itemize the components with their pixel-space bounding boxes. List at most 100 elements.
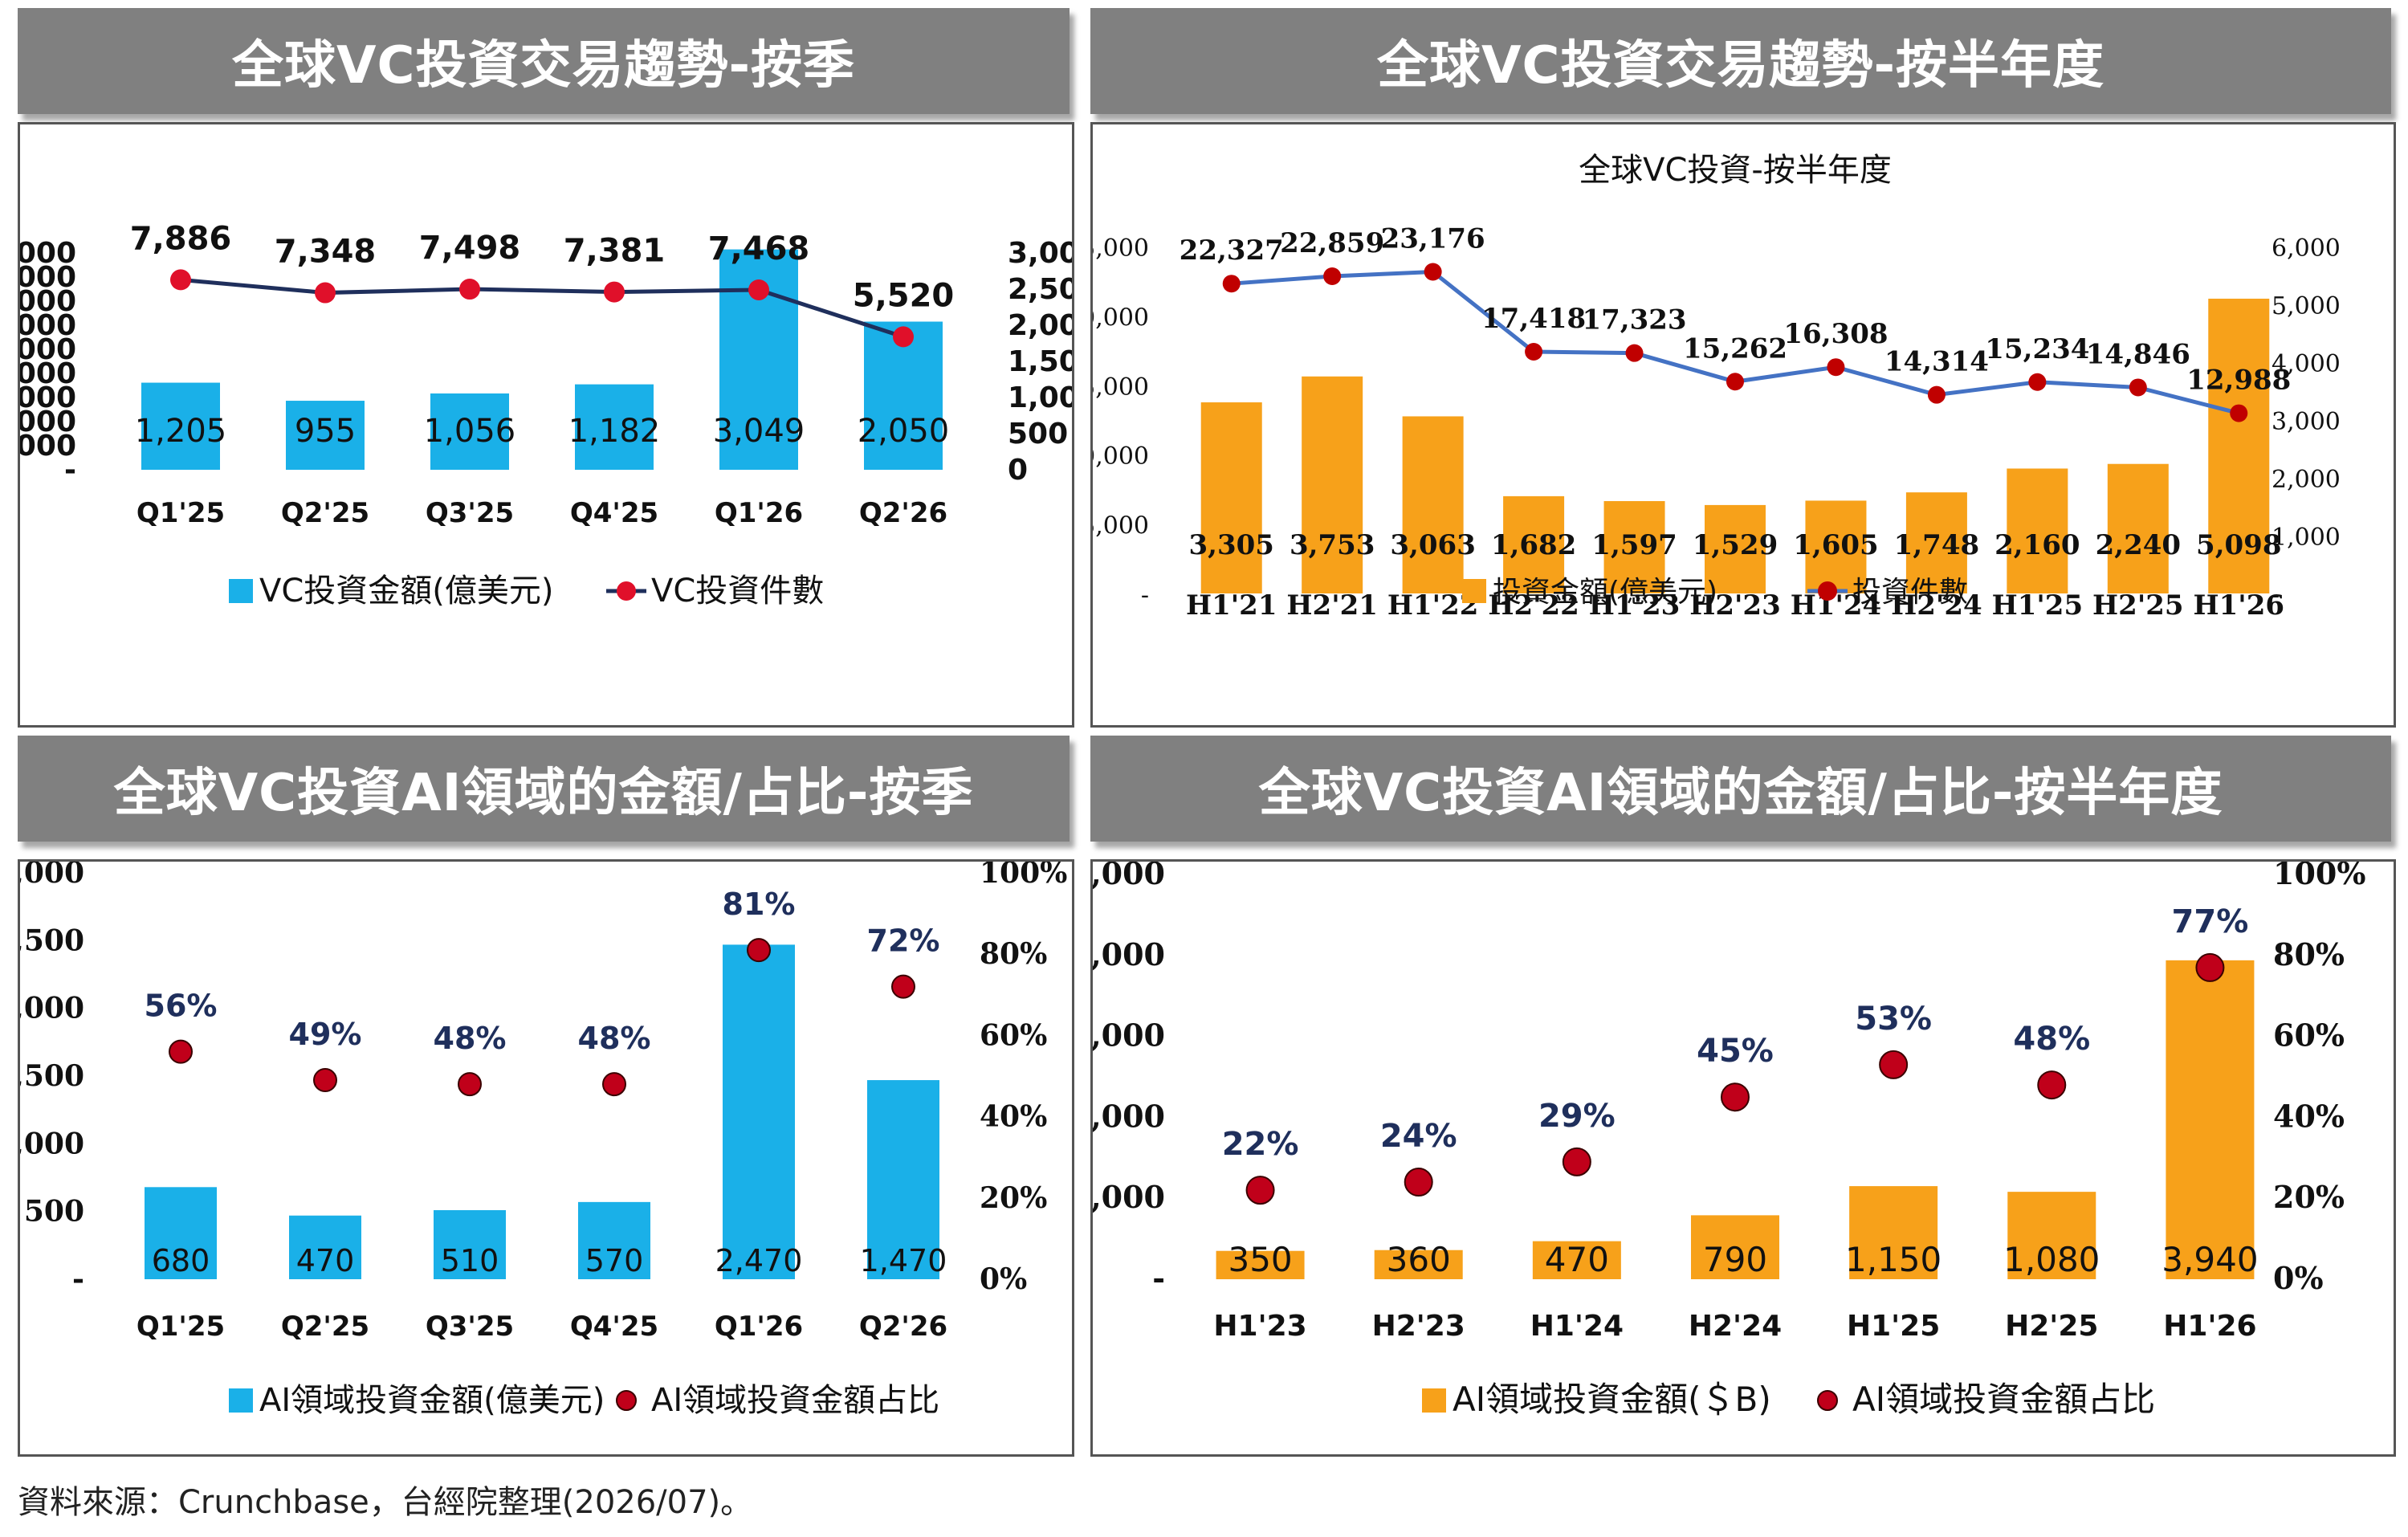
legend-point-swatch — [616, 1390, 637, 1411]
chart-title: 全球VC投資-按半年度 — [1579, 152, 1892, 189]
chart-ai-halfyear: 5,000 4,000 3,000 2,000 1,000 - 100% 80% 60% 40% 2… — [1093, 862, 2365, 1419]
bar-data-label: 1,470 — [860, 1243, 947, 1278]
bar — [1905, 492, 1967, 593]
y-left-tick-label: - — [1141, 581, 1149, 610]
point-data-label: 29% — [1538, 1098, 1616, 1135]
point-data-label: 45% — [1697, 1033, 1774, 1070]
bar-data-label: 5,098 — [2196, 529, 2281, 561]
y-left-tick-label: 5,000 — [1093, 862, 1165, 891]
series-point — [1625, 344, 1644, 362]
bar-data-label: 955 — [295, 413, 356, 450]
point-data-label: 81% — [723, 887, 796, 922]
point-data-label: 49% — [289, 1017, 362, 1052]
y-left-tick-label: 1,500 — [20, 1059, 84, 1093]
legend-point-swatch — [617, 581, 636, 601]
y-right-tick-label: 60% — [980, 1018, 1047, 1052]
bar — [2107, 463, 2169, 593]
y-right-tick-label: 0 — [1008, 454, 1028, 487]
series-point — [2037, 1070, 2067, 1100]
bar-data-label: 2,160 — [1994, 529, 2080, 561]
x-tick-label: Q1'26 — [715, 1311, 803, 1343]
legend-bar-label: AI領域投資金額(＄B) — [1453, 1380, 1771, 1419]
y-right-tick-label: - — [2272, 581, 2280, 610]
y-right-tick-label: 2,500 — [1008, 273, 1072, 306]
x-tick-label: Q2'26 — [859, 497, 947, 529]
bar — [867, 1080, 939, 1279]
legend-point-label: AI領域投資金額占比 — [651, 1382, 939, 1419]
point-data-label: 48% — [434, 1021, 507, 1056]
y-left-tick-label: 2,500 — [20, 923, 84, 957]
point-data-label: 24% — [1380, 1118, 1457, 1155]
y-left-tick-label: 8,000 — [20, 261, 76, 294]
y-right-tick-label: 2,000 — [2272, 466, 2341, 494]
x-tick-label: H1'25 — [1847, 1310, 1940, 1343]
x-tick-label: Q2'25 — [281, 1311, 369, 1343]
bar-data-label: 2,240 — [2096, 529, 2181, 561]
series-point — [1323, 267, 1342, 285]
bar — [1603, 501, 1665, 593]
y-left-tick-label: 2,000 — [20, 406, 76, 438]
x-tick-label: H2'25 — [2005, 1310, 2098, 1343]
point-data-label: 15,262 — [1683, 332, 1787, 365]
bar-data-label: 1,605 — [1793, 529, 1878, 561]
x-tick-label: H2'22 — [1488, 589, 1579, 622]
y-left-tick-label: 9,000 — [20, 237, 76, 270]
bar-data-label: 3,063 — [1390, 529, 1475, 561]
bar — [430, 393, 509, 470]
point-data-label: 23,176 — [1381, 223, 1485, 255]
legend-point-swatch — [1817, 1390, 1838, 1411]
point-data-label: 48% — [578, 1021, 651, 1056]
x-tick-label: Q4'25 — [570, 1311, 658, 1343]
x-tick-label: H2'24 — [1891, 589, 1982, 622]
legend-point-label: 投資件數 — [1852, 576, 1968, 609]
chart-halfyear-trend: 全球VC投資-按半年度 25,000 20,000 15,000 10,000 5,000… — [1093, 152, 2341, 622]
y-right-tick-label: 80% — [980, 937, 1047, 971]
x-tick-label: Q2'26 — [859, 1311, 947, 1343]
bar — [1374, 1250, 1463, 1279]
x-tick-label: Q4'25 — [570, 497, 658, 529]
series-point — [602, 1072, 626, 1097]
panel-title-quarterly-trend: 全球VC投資交易趨勢-按季 — [18, 8, 1070, 114]
y-right-tick-label: 500 — [1008, 418, 1068, 450]
y-right-tick-label: 1,000 — [1008, 381, 1072, 414]
bar — [1805, 500, 1867, 593]
point-data-label: 77% — [2172, 903, 2249, 940]
x-tick-label: Q1'25 — [136, 1311, 225, 1343]
point-data-label: 14,846 — [2086, 338, 2190, 370]
chart-panel-ai-quarterly: 3,000 2,500 2,000 1,500 1,000 500 - 100% 80% 60% 4… — [18, 859, 1074, 1457]
bar — [723, 944, 795, 1279]
legend-bar-label: VC投資金額(億美元) — [259, 573, 554, 610]
x-tick-label: Q1'25 — [136, 497, 225, 529]
bar — [578, 1201, 650, 1279]
series-point — [458, 1072, 482, 1097]
point-data-label: 56% — [145, 989, 218, 1024]
y-right-tick-label: 1,000 — [2272, 524, 2341, 552]
bar — [1216, 1250, 1305, 1279]
point-data-label: 48% — [2013, 1021, 2090, 1058]
bar — [2166, 960, 2255, 1279]
bar-data-label: 470 — [296, 1243, 355, 1278]
series-point — [1424, 263, 1442, 281]
series-point — [747, 938, 771, 963]
y-left-tick-label: 20,000 — [1093, 304, 1149, 332]
panel-title-ai-halfyear: 全球VC投資AI領域的金額/占比-按半年度 — [1090, 736, 2391, 842]
y-left-tick-label: 3,000 — [20, 381, 76, 414]
point-data-label: 7,381 — [564, 233, 666, 270]
bar-data-label: 3,753 — [1290, 529, 1375, 561]
y-left-tick-label: 500 — [24, 1195, 84, 1229]
series-point — [315, 282, 336, 304]
y-right-tick-label: 3,000 — [2272, 408, 2341, 436]
bar — [1302, 376, 1363, 593]
legend-bar-swatch — [229, 579, 253, 603]
panel-title-halfyear-trend: 全球VC投資交易趨勢-按半年度 — [1090, 8, 2391, 114]
bar-data-label: 360 — [1387, 1240, 1451, 1279]
y-right-tick-label: 5,000 — [2272, 292, 2341, 320]
chart-panel-ai-halfyear: 5,000 4,000 3,000 2,000 1,000 - 100% 80% 60% 40% 2… — [1090, 859, 2396, 1457]
bar-data-label: 3,940 — [2161, 1240, 2258, 1279]
x-tick-label: H1'23 — [1589, 589, 1681, 622]
series-point — [2028, 373, 2047, 391]
bar — [575, 384, 654, 470]
point-data-label: 22,327 — [1180, 234, 1284, 267]
point-data-label: 12,988 — [2186, 365, 2291, 397]
y-left-tick-label: 5,000 — [1093, 512, 1149, 540]
